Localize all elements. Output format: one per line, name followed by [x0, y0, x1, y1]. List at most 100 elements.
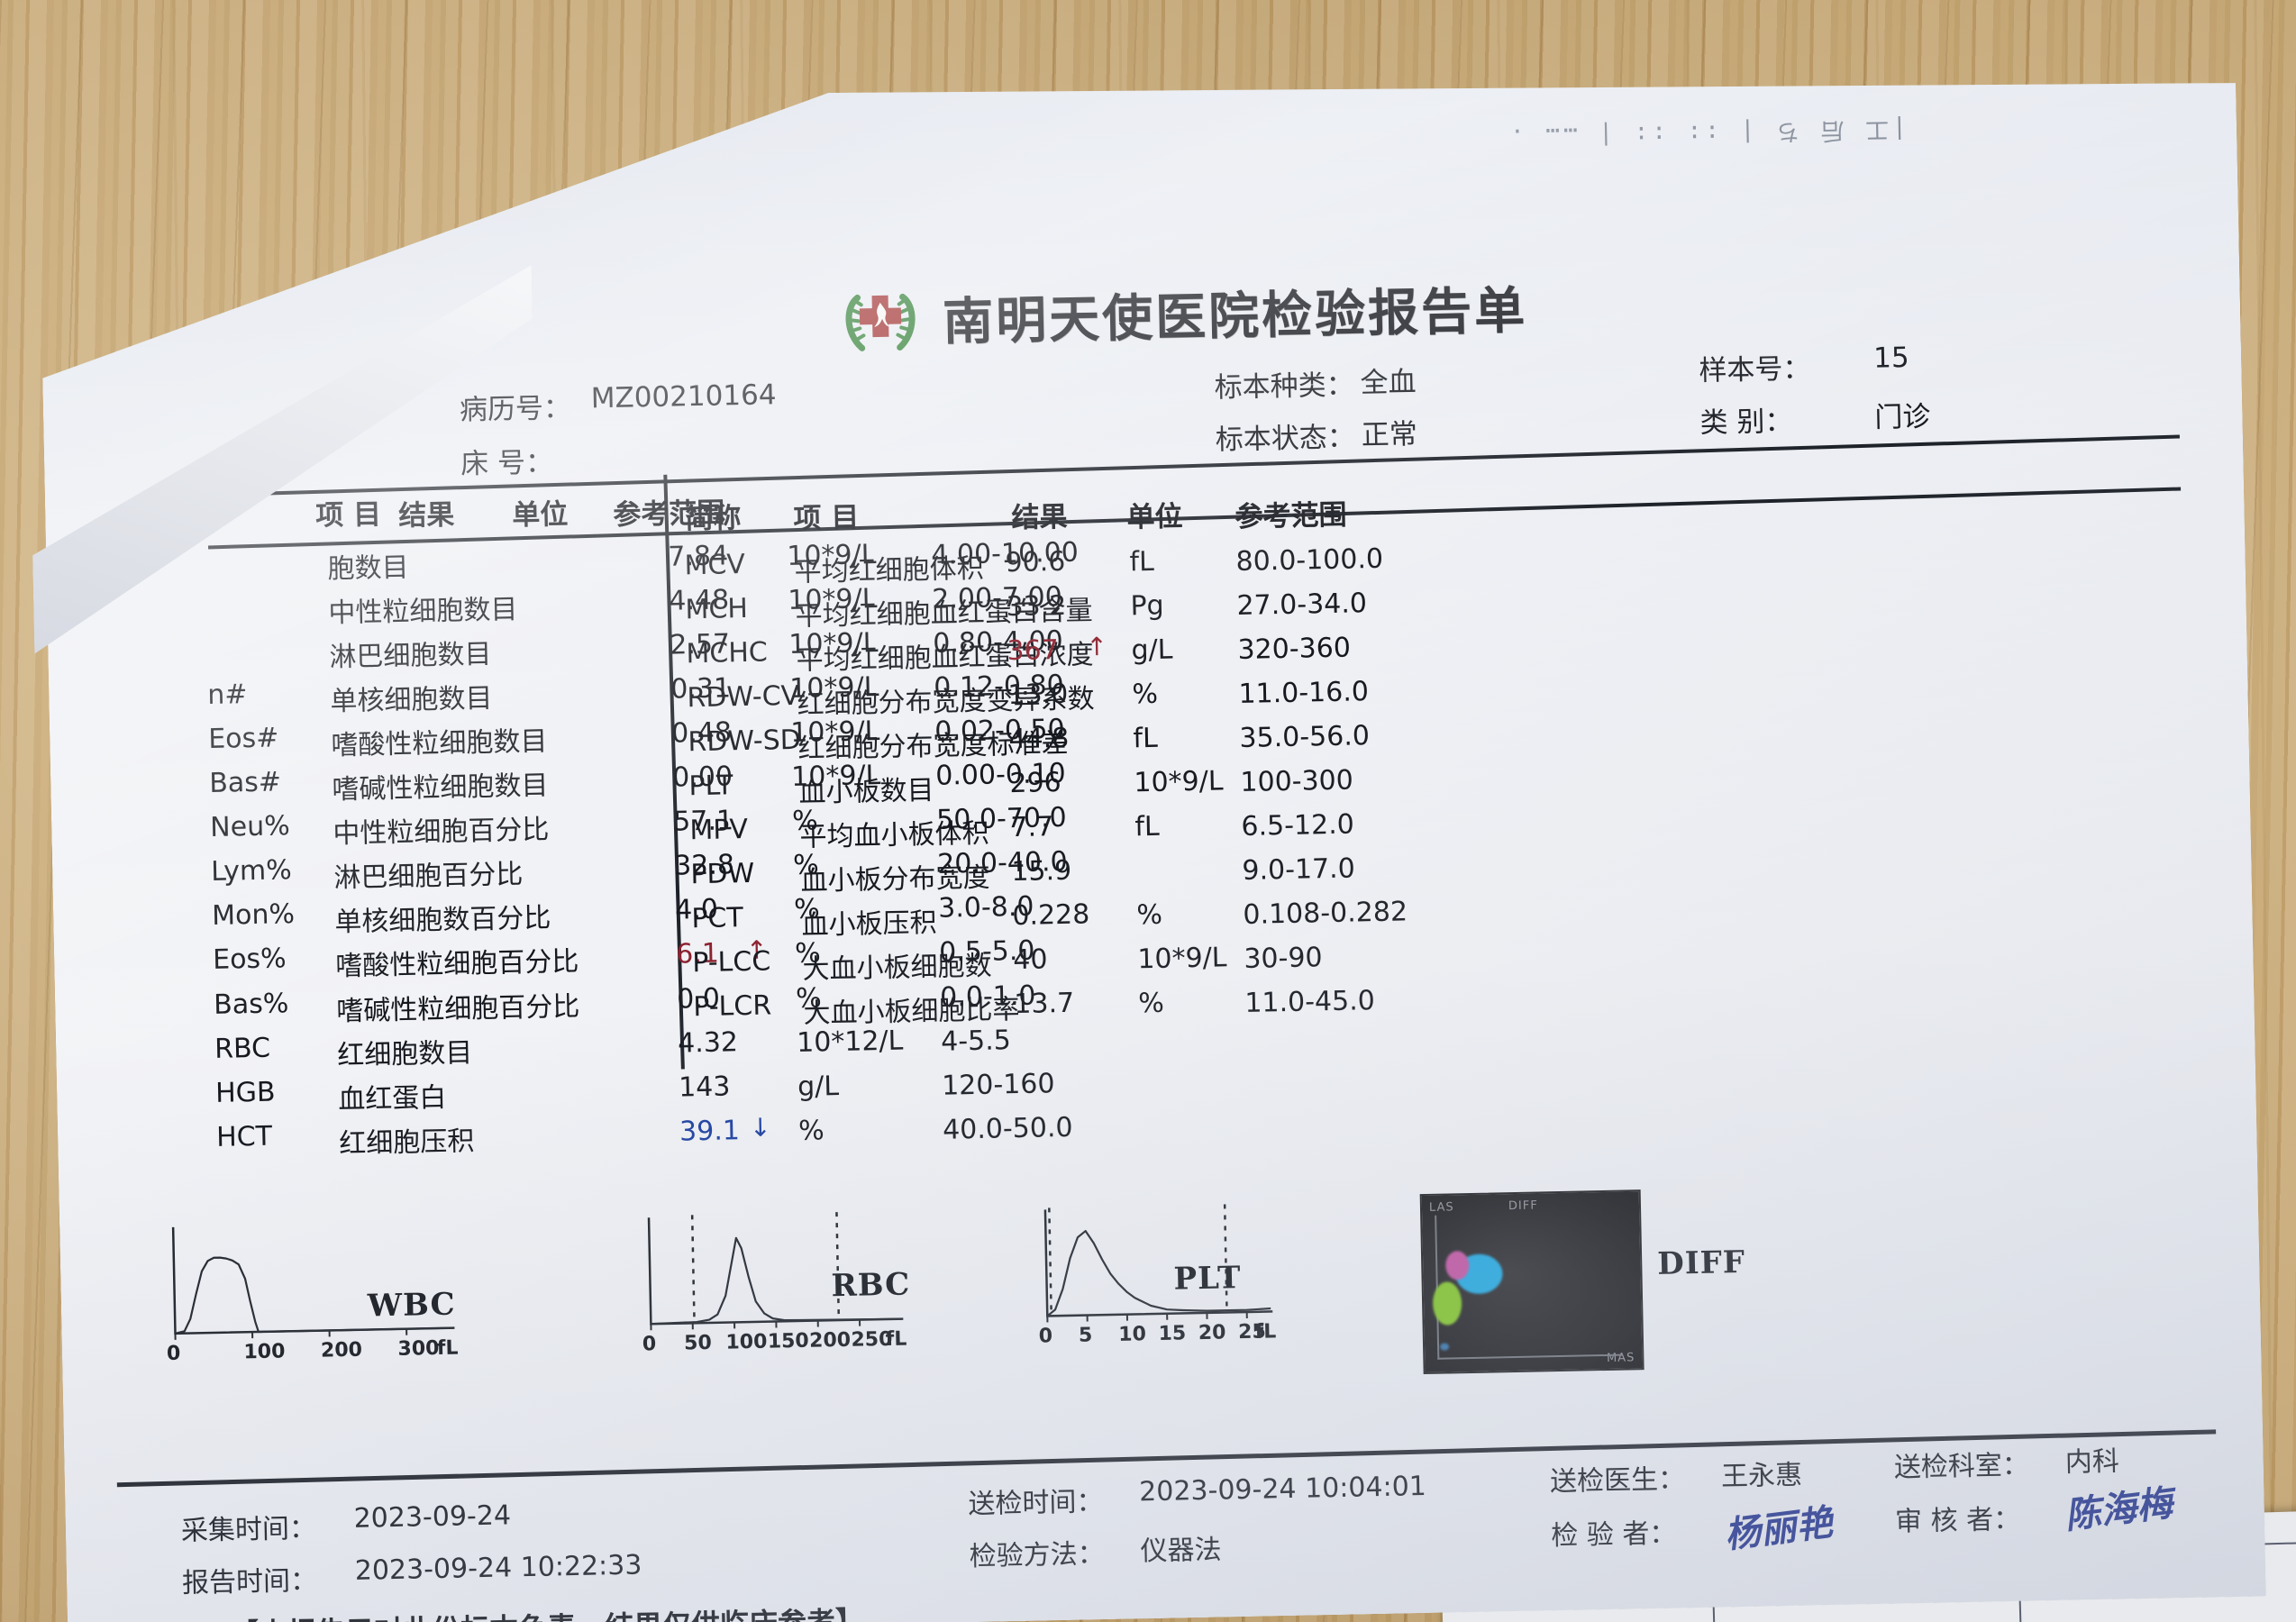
diff-label-las: LAS [1428, 1200, 1454, 1215]
cell-item: 嗜碱性粒细胞数目 [332, 770, 549, 806]
cell-item: 中性粒细胞百分比 [333, 814, 550, 851]
axis-tick-label: 10 [1118, 1323, 1147, 1346]
axis-tick-label: 100 [725, 1330, 768, 1354]
axis-tick-label: 300 [397, 1336, 440, 1361]
cell-result: 44.8 [1008, 722, 1070, 755]
cell-abbr: Eos% [212, 943, 287, 977]
submit-dept-label: 送检科室： [1893, 1449, 2030, 1484]
report-disclaimer: 【本报告只对此份标本负责，结果仅供临床参考】 [230, 1599, 865, 1622]
cell-abbr: Neu% [209, 810, 290, 844]
right-col-header-unit: 单位 [1126, 500, 1183, 534]
diff-label-diff: DIFF [1508, 1198, 1538, 1214]
cell-result: 7.7 [1010, 810, 1054, 843]
histogram-plt [1033, 1199, 1279, 1339]
cell-abbr: PCT [691, 901, 744, 934]
cell-item: 血小板分布宽度 [800, 861, 990, 898]
cell-item: 嗜酸性粒细胞百分比 [335, 946, 579, 983]
cell-range: 40.0-50.0 [942, 1111, 1073, 1146]
cell-result: 13.0 [1007, 678, 1069, 712]
cell-item: 中性粒细胞数目 [328, 594, 518, 630]
cell-abbr: n# [206, 679, 248, 712]
cell-result: 143 [678, 1071, 731, 1104]
axis-unit-label: fL [1254, 1320, 1277, 1344]
histogram-wbc [160, 1216, 460, 1358]
hospital-logo-icon [839, 287, 921, 356]
cell-item: 血红蛋白 [337, 1081, 447, 1116]
histogram-rbc [636, 1207, 909, 1348]
submit-doctor-label: 送检医生： [1549, 1463, 1686, 1499]
diff-scattergram: LAS DIFF MAS [1420, 1189, 1645, 1374]
cell-result: 39.1 [679, 1114, 741, 1148]
axis-unit-label: fL [436, 1336, 459, 1361]
cell-abbr: Lym% [210, 854, 293, 888]
submit-time-label: 送检时间： [968, 1486, 1104, 1521]
diff-chart-title: DIFF [1656, 1244, 1746, 1282]
cell-unit: fL [1129, 545, 1155, 579]
cell-result: 0.228 [1012, 898, 1090, 932]
bed-no-label: 床 号： [460, 446, 554, 481]
cell-item: 大血小板细胞比率 [803, 993, 1020, 1030]
axis-tick-label: 100 [243, 1340, 286, 1364]
flag-arrow-icon: ↓ [749, 1112, 771, 1143]
chart-title-rbc: RBC [831, 1266, 911, 1305]
method-value: 仪器法 [1140, 1534, 1222, 1568]
table-header-rule [208, 487, 2181, 549]
reviewer-signature: 陈海梅 [2062, 1481, 2175, 1537]
axis-tick-label: 0 [642, 1333, 657, 1356]
cell-unit: g/L [1131, 633, 1173, 667]
cell-item: 单核细胞数百分比 [334, 902, 551, 939]
cell-result: 40 [1013, 943, 1048, 976]
cell-abbr: RDW-CV [687, 679, 800, 715]
cell-item: 平均血小板体积 [799, 817, 989, 853]
case-no-value: MZ00210164 [590, 378, 777, 415]
cell-range: 11.0-45.0 [1244, 984, 1376, 1019]
cell-abbr: MCV [684, 548, 746, 582]
page-title: 南明天使医院检验报告单 [942, 281, 1528, 352]
cell-item: 大血小板细胞数 [802, 950, 992, 986]
cell-result: 13.7 [1013, 987, 1075, 1020]
cell-abbr: RBC [214, 1032, 271, 1065]
submit-time-value: 2023-09-24 10:04:01 [1138, 1471, 1427, 1508]
right-col-header-abbr: 简称 [685, 502, 742, 536]
submit-dept-value: 内科 [2064, 1445, 2120, 1479]
cell-unit: Pg [1130, 589, 1164, 623]
cell-result: 4.32 [677, 1025, 739, 1060]
collect-time-value: 2023-09-24 [353, 1499, 512, 1535]
right-col-header-item: 项 目 [793, 501, 860, 535]
cell-abbr: P-LCR [692, 989, 772, 1023]
submit-doctor-value: 王永惠 [1720, 1459, 1803, 1493]
axis-tick-label: 20 [1198, 1321, 1226, 1345]
scatter-cluster-debris [1440, 1343, 1449, 1350]
cell-range: 80.0-100.0 [1235, 542, 1384, 579]
cell-item: 红细胞数目 [336, 1036, 473, 1071]
cell-range: 11.0-16.0 [1238, 675, 1370, 710]
axis-tick-label: 0 [166, 1342, 181, 1366]
cell-abbr: Bas% [213, 987, 289, 1021]
cell-abbr: PLT [688, 770, 733, 803]
cell-unit: % [1132, 678, 1159, 711]
left-col-header-item: 项 目 [314, 498, 382, 533]
cell-range: 35.0-56.0 [1239, 719, 1371, 754]
axis-tick-label: 150 [767, 1329, 809, 1353]
cell-abbr: MCHC [686, 636, 769, 670]
right-col-header-range: 参考范围 [1235, 498, 1347, 534]
axis-tick-label: 0 [1038, 1325, 1053, 1348]
specimen-type-value: 全血 [1360, 366, 1417, 400]
chart-title-plt: PLT [1173, 1260, 1242, 1298]
cell-abbr: PDW [690, 857, 755, 890]
cell-range: 100-300 [1240, 764, 1354, 798]
cell-abbr: MCH [685, 592, 749, 626]
cell-unit: % [1136, 898, 1163, 931]
cell-abbr: HCT [215, 1120, 273, 1153]
tester-signature: 杨丽艳 [1722, 1500, 1836, 1557]
cell-item: 红细胞压积 [338, 1125, 475, 1160]
collect-time-label: 采集时间： [180, 1512, 317, 1547]
cell-item: 嗜酸性粒细胞数目 [331, 725, 548, 762]
reviewer-label: 审 核 者： [1894, 1503, 2021, 1538]
cell-result: 296 [1009, 766, 1062, 799]
axis-tick-label: 5 [1078, 1324, 1093, 1347]
cell-range: 6.5-12.0 [1241, 808, 1355, 843]
cell-result: 33.2 [1006, 589, 1067, 624]
cell-unit: g/L [797, 1070, 840, 1103]
cell-abbr: MPV [689, 813, 749, 846]
